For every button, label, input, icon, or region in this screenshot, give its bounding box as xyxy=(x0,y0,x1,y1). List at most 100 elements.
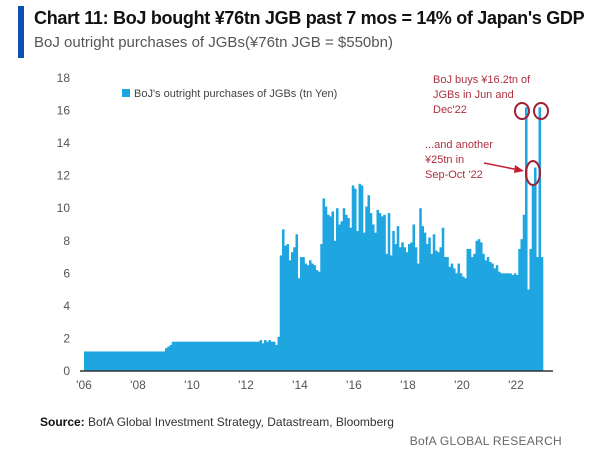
bar xyxy=(378,213,382,371)
bar xyxy=(403,247,407,371)
bar xyxy=(480,242,483,371)
bar xyxy=(405,252,409,371)
bar xyxy=(194,341,197,371)
bar xyxy=(392,231,395,371)
bar xyxy=(165,348,168,371)
bar xyxy=(381,216,384,371)
bar xyxy=(516,274,519,371)
bar xyxy=(318,271,321,371)
bar xyxy=(444,257,447,371)
bar xyxy=(313,265,317,371)
x-tick-label: '18 xyxy=(400,378,416,392)
y-tick-label: 18 xyxy=(57,71,71,85)
bar xyxy=(131,351,134,371)
bar xyxy=(279,255,283,371)
highlight-circle xyxy=(514,102,530,120)
bar xyxy=(158,351,161,371)
bar xyxy=(237,341,240,371)
bar xyxy=(464,278,467,371)
bar xyxy=(291,252,294,371)
bar xyxy=(151,351,155,371)
bar xyxy=(185,341,188,371)
bar xyxy=(210,341,213,371)
y-tick-label: 8 xyxy=(63,234,70,248)
bar xyxy=(430,253,434,371)
bar xyxy=(277,336,281,371)
bar xyxy=(432,234,436,371)
bar xyxy=(187,341,191,371)
bar xyxy=(473,253,476,371)
bar xyxy=(214,341,218,371)
bar xyxy=(212,341,215,371)
bar xyxy=(410,242,413,371)
bar xyxy=(126,351,130,371)
bar xyxy=(268,340,272,371)
bar xyxy=(354,188,357,371)
bar xyxy=(178,341,182,371)
y-tick-label: 12 xyxy=(57,169,71,183)
bar xyxy=(228,341,231,371)
bar xyxy=(327,214,330,371)
bar xyxy=(507,273,510,371)
legend-swatch xyxy=(122,89,130,97)
bar xyxy=(97,351,101,371)
chart-subtitle: BoJ outright purchases of JGBs(¥76tn JGB… xyxy=(34,34,393,51)
annotation-line: ¥25tn in xyxy=(424,154,464,166)
bar xyxy=(315,270,319,371)
bar xyxy=(477,239,481,371)
bar xyxy=(241,341,245,371)
annotation-jun-dec: BoJ buys ¥16.2tn of JGBs in Jun and Dec'… xyxy=(433,74,549,120)
bar xyxy=(489,261,492,371)
bar xyxy=(401,242,404,371)
bar xyxy=(412,224,416,371)
bar xyxy=(304,263,308,371)
bar xyxy=(468,248,472,371)
bar xyxy=(216,341,220,371)
bar xyxy=(270,341,274,371)
bar xyxy=(518,248,521,371)
annotation-line: ...and another xyxy=(425,139,493,151)
bar xyxy=(223,341,227,371)
x-tick-label: '14 xyxy=(292,378,308,392)
bar xyxy=(387,213,391,371)
annotation-arrow xyxy=(483,162,520,171)
bar xyxy=(207,341,211,371)
bar xyxy=(365,206,368,371)
source-note: Source: BofA Global Investment Strategy,… xyxy=(40,415,394,429)
bar xyxy=(266,341,269,371)
bar xyxy=(417,263,420,371)
bar xyxy=(527,289,530,371)
bar xyxy=(457,263,461,371)
bar xyxy=(475,240,479,371)
y-tick-label: 14 xyxy=(57,136,71,150)
bar xyxy=(531,183,535,371)
bar xyxy=(140,351,143,371)
bar xyxy=(522,214,526,371)
bar xyxy=(286,244,290,371)
bar xyxy=(383,214,386,371)
bar xyxy=(484,260,488,371)
bar xyxy=(534,167,537,371)
bar xyxy=(374,232,377,371)
bar xyxy=(122,351,125,371)
bar xyxy=(493,268,497,371)
bar xyxy=(84,351,87,371)
bar xyxy=(232,341,236,371)
bar xyxy=(340,221,344,371)
bar xyxy=(250,341,254,371)
bar xyxy=(333,240,337,371)
legend-label: BoJ's outright purchases of JGBs (tn Yen… xyxy=(134,88,337,100)
bar xyxy=(167,346,170,371)
bar xyxy=(331,211,335,371)
bar xyxy=(88,351,92,371)
bar xyxy=(491,263,494,371)
bar xyxy=(349,227,353,371)
annotation-line: Dec'22 xyxy=(433,104,467,116)
y-tick-label: 10 xyxy=(57,201,71,215)
bar xyxy=(293,247,296,371)
bar xyxy=(201,341,204,371)
bar xyxy=(356,231,359,371)
bar xyxy=(288,260,292,371)
bar xyxy=(144,351,148,371)
